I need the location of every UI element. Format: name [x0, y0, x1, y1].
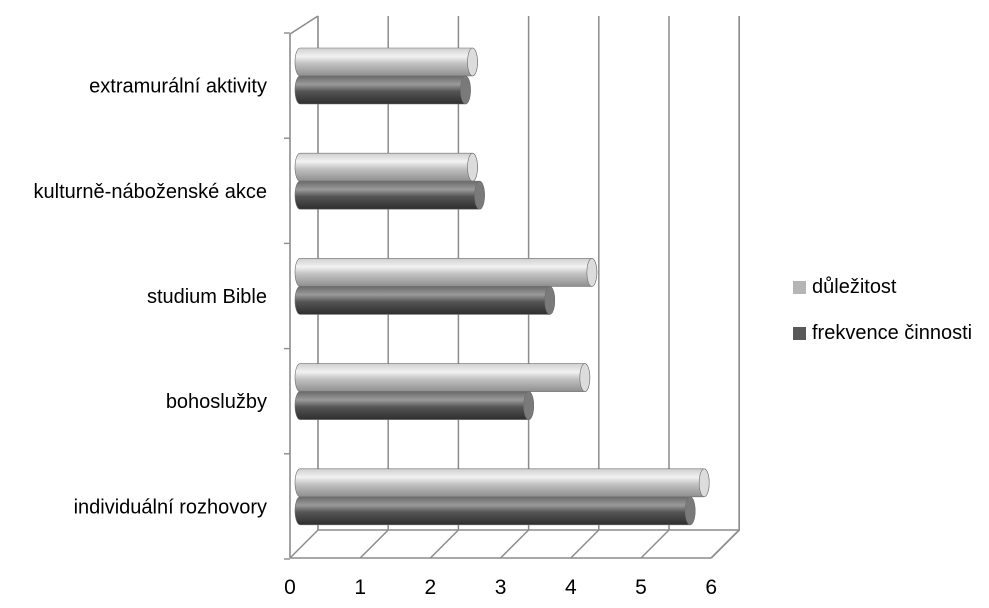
bar-cap [579, 363, 591, 392]
legend: důležitost frekvence činnosti [793, 276, 972, 344]
floor-gridline [429, 529, 459, 559]
category-label: bohoslužby [166, 391, 267, 413]
bar-cap [467, 152, 478, 182]
x-tick-label: 4 [565, 576, 577, 599]
x-tick-label: 6 [705, 576, 717, 599]
category-label: extramurální aktivity [89, 76, 267, 98]
category-label: individuální rozhovory [74, 496, 267, 518]
bar [294, 47, 478, 77]
category-labels: extramurální aktivity kulturně-náboženské… [34, 76, 267, 519]
corner-edge [289, 15, 319, 35]
x-tick-label: 5 [635, 576, 647, 599]
bar [294, 468, 710, 498]
bar-cap [523, 391, 534, 420]
floor-gridline [640, 529, 670, 559]
x-tick-labels: 0 1 2 3 4 5 6 [284, 576, 717, 599]
bar [294, 496, 696, 526]
floor-gridline [570, 529, 600, 559]
bar-cap [698, 468, 710, 498]
category-label: studium Bible [147, 286, 267, 308]
x-tick-label: 1 [354, 576, 366, 599]
bar [294, 152, 478, 182]
x-tick-label: 2 [425, 576, 437, 599]
bar [294, 75, 471, 105]
bar [294, 258, 598, 287]
bars [294, 47, 710, 526]
bar [294, 391, 534, 420]
bar [294, 363, 591, 392]
floor-gridline [500, 529, 530, 559]
bar-cap [460, 75, 471, 105]
legend-label: důležitost [812, 276, 897, 298]
bar-cap [544, 286, 556, 315]
legend-swatch [793, 327, 806, 340]
bar-cap [586, 258, 598, 287]
bar-cap [474, 180, 485, 210]
floor-gridline [289, 529, 319, 559]
category-label: kulturně-náboženské akce [34, 181, 267, 203]
x-tick-label: 0 [284, 576, 296, 599]
floor-gridline [710, 529, 740, 559]
bar [294, 180, 485, 210]
floor-gridline [359, 529, 389, 559]
bar [294, 286, 556, 315]
bar-cap [684, 496, 696, 526]
legend-swatch [793, 281, 806, 294]
x-tick-label: 3 [495, 576, 507, 599]
legend-label: frekvence činnosti [812, 322, 972, 344]
bar-cap [467, 47, 478, 77]
